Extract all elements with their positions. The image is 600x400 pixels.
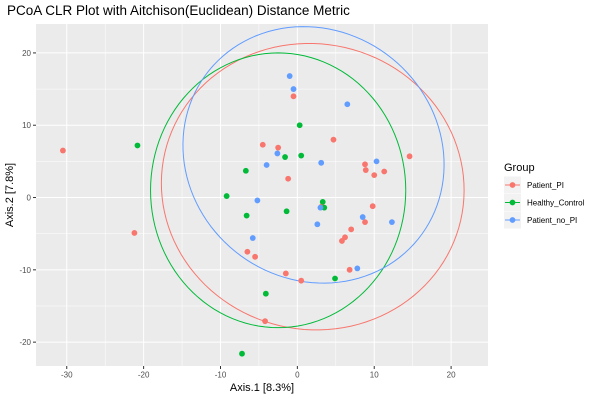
x-tick-label: 0 (295, 371, 300, 380)
point-patient-pi (60, 147, 66, 154)
data-points (60, 73, 413, 357)
point-patient-no-pi (263, 162, 270, 168)
point-patient-pi (369, 203, 376, 210)
legend-key-point-patient-pi (509, 182, 516, 188)
ellipse-patient-pi (160, 42, 465, 331)
point-patient-pi (131, 230, 138, 236)
y-axis-ticks: -20 -10 0 10 20 (19, 49, 36, 347)
point-patient-pi (362, 167, 369, 173)
point-healthy-control (283, 208, 290, 215)
point-patient-no-pi (389, 219, 395, 226)
chart-title: PCoA CLR Plot with Aitchison(Euclidean) … (7, 3, 350, 18)
y-tick-label: 20 (22, 49, 31, 58)
point-patient-no-pi (344, 101, 351, 108)
y-tick-label: -10 (19, 266, 31, 275)
y-tick-label: 10 (22, 121, 31, 130)
y-tick-label: 0 (27, 194, 32, 203)
point-patient-no-pi (373, 158, 380, 165)
point-patient-no-pi (286, 73, 293, 79)
grid-minor (36, 24, 488, 366)
point-healthy-control (332, 275, 338, 282)
y-tick-label: -20 (19, 338, 31, 347)
x-tick-label: -10 (215, 371, 227, 380)
point-healthy-control (242, 167, 249, 174)
point-patient-pi (348, 226, 355, 233)
point-patient-no-pi (249, 235, 256, 241)
plot-panel (36, 24, 488, 366)
point-healthy-control (296, 122, 303, 129)
point-patient-pi (339, 238, 345, 244)
ellipse-patient-no-pi (182, 26, 445, 284)
point-patient-no-pi (359, 214, 366, 220)
point-patient-pi (406, 153, 413, 160)
point-healthy-control (243, 212, 250, 219)
point-patient-pi (362, 219, 368, 226)
x-tick-label: -20 (138, 371, 150, 380)
point-patient-no-pi (354, 265, 361, 272)
point-patient-pi (282, 270, 289, 277)
confidence-ellipses (150, 26, 465, 331)
point-patient-pi (290, 93, 297, 100)
point-healthy-control (223, 193, 230, 199)
point-healthy-control (262, 290, 269, 297)
legend: Group Patient_PI Healthy_Control Patient_n… (504, 162, 585, 229)
point-patient-pi (275, 144, 282, 151)
point-patient-pi (346, 266, 353, 273)
x-tick-label: 10 (370, 371, 379, 380)
x-axis-ticks: -30 -20 -10 0 10 20 (61, 366, 456, 380)
point-patient-no-pi (317, 204, 324, 211)
x-tick-label: 20 (447, 371, 456, 380)
point-patient-pi (362, 161, 368, 168)
legend-title: Group (504, 162, 535, 174)
point-healthy-control (282, 154, 288, 160)
y-axis-title: Axis.2 [7.8%] (4, 163, 16, 227)
point-patient-pi (252, 253, 258, 260)
x-tick-label: -30 (61, 371, 73, 380)
point-patient-pi (259, 141, 266, 148)
point-healthy-control (239, 350, 245, 357)
point-patient-no-pi (314, 221, 321, 228)
point-patient-pi (244, 248, 251, 255)
point-healthy-control (134, 142, 141, 149)
point-healthy-control (319, 198, 326, 205)
point-patient-pi (285, 175, 292, 182)
point-patient-no-pi (318, 159, 325, 166)
legend-label-healthy-control: Healthy_Control (527, 199, 585, 208)
point-patient-no-pi (274, 150, 281, 157)
x-axis-title: Axis.1 [8.3%] (230, 382, 294, 394)
legend-key-point-patient-no-pi (509, 217, 516, 223)
ellipse-healthy-control (150, 52, 407, 329)
point-healthy-control (298, 152, 305, 159)
point-patient-pi (381, 168, 388, 175)
point-patient-no-pi (290, 86, 297, 92)
point-patient-pi (330, 136, 337, 143)
point-patient-pi (371, 172, 378, 179)
point-patient-no-pi (254, 197, 261, 204)
legend-key-point-healthy-control (509, 199, 516, 206)
point-patient-pi (298, 277, 305, 284)
legend-label-patient-pi: Patient_PI (527, 181, 564, 190)
grid-major (36, 24, 488, 366)
point-patient-pi (262, 318, 268, 325)
legend-label-patient-no-pi: Patient_no_PI (527, 216, 577, 225)
